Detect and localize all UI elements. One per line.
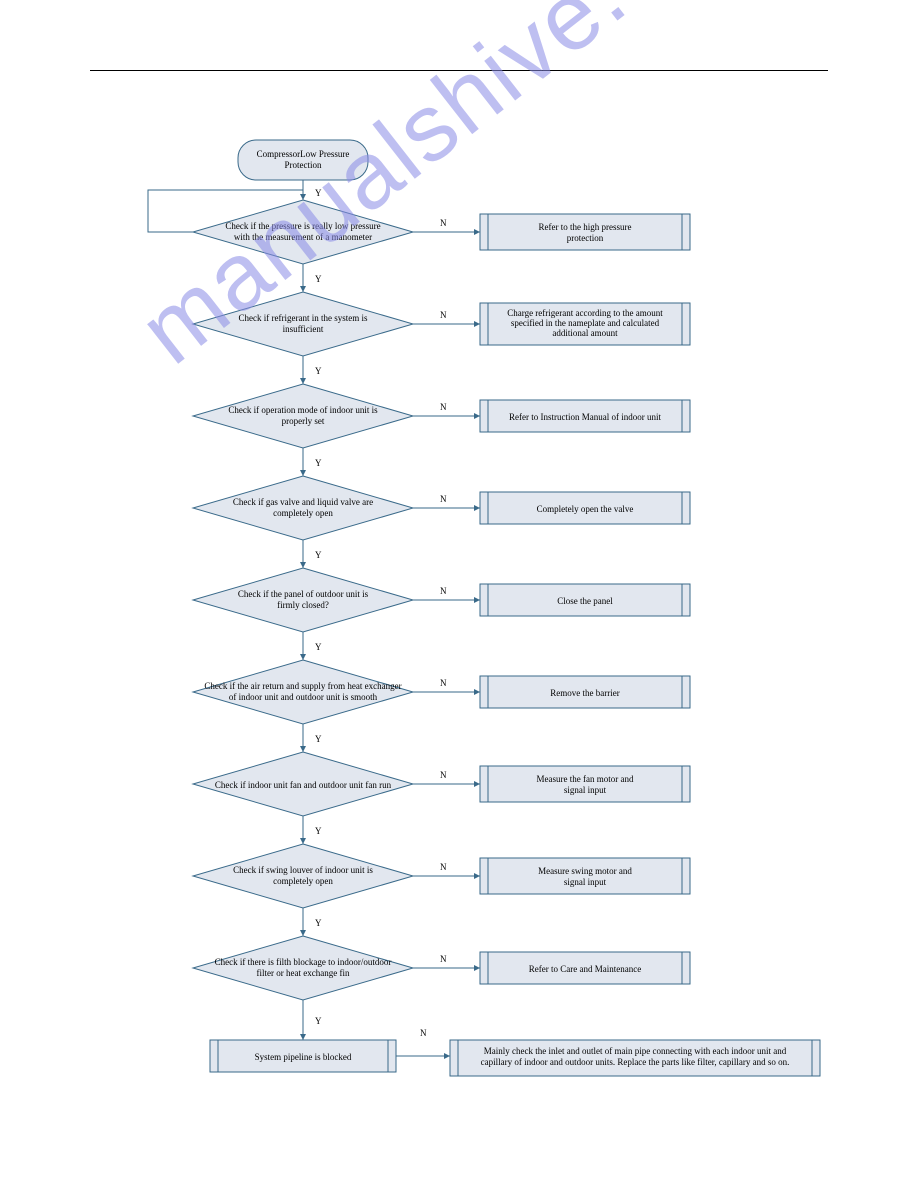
svg-text:Y: Y (315, 826, 322, 836)
svg-text:Y: Y (315, 366, 322, 376)
action-6: Measure the fan motor and signal input (480, 766, 690, 802)
svg-text:with the measurement of a mano: with the measurement of a manometer (234, 232, 372, 242)
svg-text:protection: protection (567, 233, 604, 243)
start-line2: Protection (285, 160, 322, 170)
svg-text:specified in the nameplate and: specified in the nameplate and calculate… (511, 318, 660, 328)
svg-text:Charge refrigerant according t: Charge refrigerant according to the amou… (507, 308, 663, 318)
svg-text:Y: Y (315, 550, 322, 560)
action-0: Refer to the high pressure protection (480, 214, 690, 250)
svg-text:Close the panel: Close the panel (557, 596, 613, 606)
svg-text:Check if refrigerant in the sy: Check if refrigerant in the system is (239, 313, 368, 323)
decision-7: Check if swing louver of indoor unit is … (193, 844, 413, 908)
svg-text:N: N (440, 678, 447, 688)
svg-text:Check if there is filth blocka: Check if there is filth blockage to indo… (215, 957, 392, 967)
decision-4: Check if the panel of outdoor unit is fi… (193, 568, 413, 632)
svg-text:Y: Y (315, 734, 322, 744)
action-2: Refer to Instruction Manual of indoor un… (480, 400, 690, 432)
decision-1: Check if refrigerant in the system is in… (193, 292, 413, 356)
svg-text:Y: Y (315, 1016, 322, 1026)
action-3: Completely open the valve (480, 492, 690, 524)
svg-text:Check if the air return and su: Check if the air return and supply from … (204, 681, 401, 691)
decision-5: Check if the air return and supply from … (193, 660, 413, 724)
svg-text:completely open: completely open (273, 508, 333, 518)
action-4: Close the panel (480, 584, 690, 616)
svg-text:Y: Y (315, 642, 322, 652)
svg-text:Refer to Care and Maintenance: Refer to Care and Maintenance (529, 964, 641, 974)
svg-text:completely open: completely open (273, 876, 333, 886)
svg-text:additional amount: additional amount (552, 328, 618, 338)
svg-text:N: N (440, 862, 447, 872)
svg-text:filter or heat exchange fin: filter or heat exchange fin (257, 968, 350, 978)
svg-text:N: N (440, 310, 447, 320)
y-label-0: Y (315, 188, 322, 198)
svg-text:Remove the barrier: Remove the barrier (550, 688, 619, 698)
svg-text:Measure swing motor and: Measure swing motor and (538, 866, 632, 876)
svg-text:Y: Y (315, 918, 322, 928)
svg-text:properly set: properly set (282, 416, 325, 426)
svg-text:firmly closed?: firmly closed? (277, 600, 329, 610)
start-line1: CompressorLow Pressure (257, 149, 350, 159)
terminal-node: System pipeline is blocked (210, 1040, 396, 1072)
svg-text:N: N (440, 586, 447, 596)
svg-text:Measure the fan motor and: Measure the fan motor and (537, 774, 634, 784)
svg-text:Mainly check the inlet and out: Mainly check the inlet and outlet of mai… (484, 1046, 787, 1056)
action-1: Charge refrigerant according to the amou… (480, 303, 690, 345)
svg-text:Check if swing louver of indoo: Check if swing louver of indoor unit is (233, 865, 373, 875)
start-node: CompressorLow Pressure Protection (238, 140, 368, 180)
svg-text:signal input: signal input (564, 785, 607, 795)
flowchart-canvas: CompressorLow Pressure Protection Check … (0, 0, 918, 1188)
svg-text:Y: Y (315, 274, 322, 284)
decision-8: Check if there is filth blockage to indo… (193, 936, 413, 1000)
svg-text:N: N (420, 1028, 427, 1038)
action-7: Measure swing motor and signal input (480, 858, 690, 894)
svg-text:Refer to Instruction Manual of: Refer to Instruction Manual of indoor un… (509, 412, 661, 422)
svg-text:capillary of indoor and outdoo: capillary of indoor and outdoor units. R… (481, 1057, 790, 1067)
action-8: Refer to Care and Maintenance (480, 952, 690, 984)
action-5: Remove the barrier (480, 676, 690, 708)
svg-text:Refer to the high pressure: Refer to the high pressure (539, 222, 632, 232)
svg-text:N: N (440, 770, 447, 780)
svg-text:Completely open the valve: Completely open the valve (537, 504, 634, 514)
decision-2: Check if operation mode of indoor unit i… (193, 384, 413, 448)
svg-text:Check if gas valve and liquid: Check if gas valve and liquid valve are (233, 497, 373, 507)
svg-text:insufficient: insufficient (283, 324, 324, 334)
svg-text:N: N (440, 402, 447, 412)
svg-text:Check if operation mode of ind: Check if operation mode of indoor unit i… (228, 405, 378, 415)
svg-text:N: N (440, 954, 447, 964)
n-label-0: N (440, 218, 447, 228)
svg-text:Check if the panel of outdoor: Check if the panel of outdoor unit is (238, 589, 369, 599)
decision-6: Check if indoor unit fan and outdoor uni… (193, 752, 413, 816)
svg-text:Check if indoor unit fan and o: Check if indoor unit fan and outdoor uni… (215, 780, 392, 790)
svg-text:Y: Y (315, 458, 322, 468)
terminal-action: Mainly check the inlet and outlet of mai… (450, 1040, 820, 1076)
svg-text:of indoor unit and outdoor uni: of indoor unit and outdoor unit is smoot… (229, 692, 378, 702)
decision-3: Check if gas valve and liquid valve are … (193, 476, 413, 540)
svg-text:N: N (440, 494, 447, 504)
svg-text:signal input: signal input (564, 877, 607, 887)
svg-text:System pipeline is blocked: System pipeline is blocked (255, 1052, 352, 1062)
decision-0: Check if the pressure is really low pres… (193, 200, 413, 264)
svg-text:Check if the pressure is reall: Check if the pressure is really low pres… (225, 221, 380, 231)
